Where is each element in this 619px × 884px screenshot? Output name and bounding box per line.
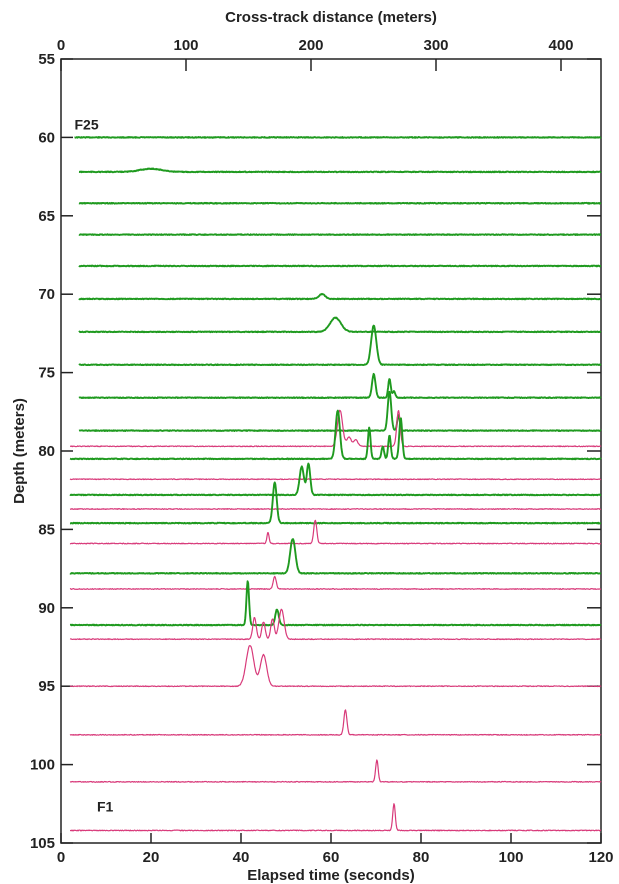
x-tick-label: 80 — [413, 849, 430, 866]
axis-ticks: 0 20 40 60 80 100 120 0 100 200 300 400 55 60 65 70 75 80… — [30, 37, 614, 866]
trace-magenta — [69, 519, 602, 545]
y-tick-label: 80 — [38, 443, 55, 460]
x2-tick-label: 400 — [548, 37, 573, 54]
trace-green — [78, 233, 602, 236]
y-tick-label: 60 — [38, 129, 55, 146]
y-tick-label: 65 — [38, 208, 55, 225]
x-tick-label: 20 — [143, 849, 160, 866]
trace-green — [78, 167, 602, 174]
top-axis-title: Cross-track distance (meters) — [225, 9, 437, 26]
trace-magenta — [69, 803, 602, 832]
trace-green — [69, 481, 602, 525]
trace-labels: F25 F1 — [75, 117, 114, 815]
trace-label: F25 — [75, 117, 99, 133]
x2-tick-label: 300 — [423, 37, 448, 54]
trace-green — [69, 580, 602, 627]
y-tick-label: 85 — [38, 521, 55, 538]
bottom-axis-title: Elapsed time (seconds) — [247, 867, 415, 884]
trace-magenta — [69, 645, 602, 688]
x2-tick-label: 100 — [173, 37, 198, 54]
y-tick-label: 70 — [38, 286, 55, 303]
trace-green — [78, 201, 602, 205]
trace-green — [78, 316, 602, 334]
x-tick-label: 60 — [323, 849, 340, 866]
trace-series — [69, 136, 602, 832]
y-tick-label: 55 — [38, 51, 55, 68]
y-tick-label: 90 — [38, 600, 55, 617]
y-tick-label: 105 — [30, 835, 55, 852]
left-axis-title: Depth (meters) — [11, 398, 28, 504]
trace-green — [78, 324, 602, 367]
x-tick-label: 0 — [57, 849, 65, 866]
y-tick-label: 75 — [38, 365, 55, 382]
trace-green — [69, 462, 602, 497]
plot-frame — [60, 58, 602, 844]
trace-green — [78, 372, 602, 400]
trace-magenta — [69, 478, 602, 481]
x-tick-label: 120 — [588, 849, 613, 866]
x-tick-label: 40 — [233, 849, 250, 866]
trace-magenta — [69, 759, 602, 783]
trace-magenta — [69, 508, 602, 511]
trace-green — [78, 264, 602, 268]
trace-green — [78, 292, 602, 301]
x2-tick-label: 200 — [298, 37, 323, 54]
trace-magenta — [69, 709, 602, 736]
trace-green — [69, 409, 602, 461]
x2-tick-label: 0 — [57, 37, 65, 54]
trace-label: F1 — [97, 799, 114, 815]
trace-green — [69, 538, 602, 575]
trace-magenta — [69, 608, 602, 641]
y-tick-label: 95 — [38, 678, 55, 695]
x-tick-label: 100 — [498, 849, 523, 866]
trace-green — [74, 136, 602, 139]
y-tick-label: 100 — [30, 757, 55, 774]
trace-magenta — [69, 575, 602, 590]
